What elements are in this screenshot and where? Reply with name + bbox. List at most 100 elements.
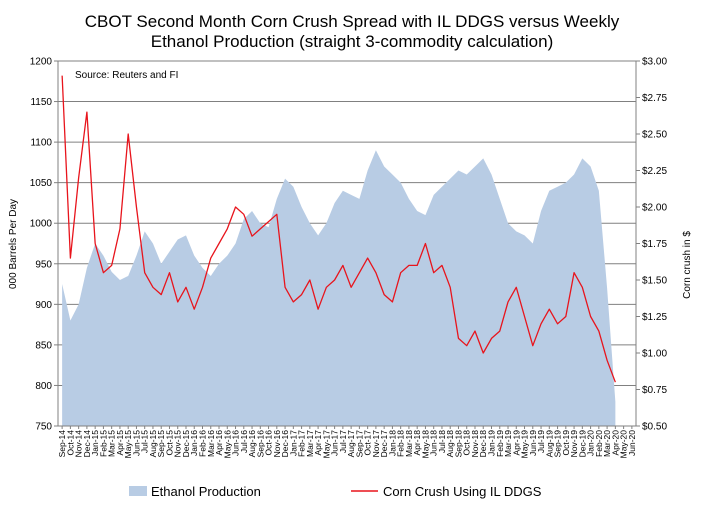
x-tick-label: Sep-18 (453, 430, 463, 458)
x-tick-label: Feb-18 (396, 430, 406, 457)
x-tick-label: Apr-19 (511, 430, 521, 456)
x-tick-label: Jun-18 (429, 430, 439, 456)
x-tick-label: Jun-15 (131, 430, 141, 456)
x-tick-label: Jul-16 (239, 430, 249, 453)
x-tick-label: Dec-14 (82, 430, 92, 458)
x-tick-label: Sep-16 (255, 430, 265, 458)
x-tick-label: Oct-19 (561, 430, 571, 456)
left-tick-label: 800 (35, 381, 52, 392)
left-tick-label: 950 (35, 259, 52, 270)
x-tick-label: Nov-16 (272, 430, 282, 458)
x-tick-label: Apr-15 (115, 430, 125, 456)
source-annotation: Source: Reuters and FI (75, 70, 178, 81)
ethanol-production-area (62, 150, 616, 426)
right-tick-label: $0.75 (642, 385, 667, 396)
x-tick-label: May-17 (321, 430, 331, 459)
x-tick-label: May-15 (123, 430, 133, 459)
x-tick-label: Dec-16 (280, 430, 290, 458)
x-tick-label: Jan-18 (387, 430, 397, 456)
x-tick-label: May-19 (520, 430, 530, 459)
x-tick-label: Jun-19 (528, 430, 538, 456)
x-tick-label: Apr-16 (214, 430, 224, 456)
x-tick-label: Oct-18 (462, 430, 472, 456)
x-tick-label: Dec-15 (181, 430, 191, 458)
left-tick-label: 1050 (30, 178, 53, 189)
x-tick-label: Dec-19 (577, 430, 587, 458)
x-tick-label: Feb-19 (495, 430, 505, 457)
left-tick-label: 1200 (30, 57, 53, 68)
x-tick-label: Feb-15 (98, 430, 108, 457)
x-tick-label: Aug-15 (148, 430, 158, 458)
x-tick-label: Jan-17 (288, 430, 298, 456)
x-tick-label: Oct-17 (363, 430, 373, 456)
left-tick-label: 1100 (30, 138, 52, 149)
x-tick-label: Sep-19 (553, 430, 563, 458)
x-tick-label: Feb-20 (594, 430, 604, 457)
right-tick-label: $1.50 (642, 276, 667, 287)
legend-label-ethanol: Ethanol Production (151, 484, 261, 499)
right-tick-label: $2.00 (642, 203, 667, 214)
right-tick-label: $1.75 (642, 239, 667, 250)
chart-title-line-2: Ethanol Production (straight 3-commodity… (151, 32, 554, 51)
x-tick-label: Sep-15 (156, 430, 166, 458)
corn-crush-line (61, 75, 616, 383)
left-tick-label: 1150 (30, 97, 52, 108)
x-tick-label: Feb-16 (198, 430, 208, 457)
x-tick-label: Jun-17 (330, 430, 340, 456)
x-tick-label: Aug-19 (544, 430, 554, 458)
x-tick-label: Nov-15 (173, 430, 183, 458)
x-tick-label: Feb-17 (297, 430, 307, 457)
x-tick-label: Dec-17 (379, 430, 389, 458)
right-tick-label: $3.00 (642, 57, 667, 68)
legend: Ethanol Production Corn Crush Using IL D… (129, 484, 542, 499)
x-axis-ticks: Sep-14Oct-14Nov-14Dec-14Jan-15Feb-15Mar-… (57, 426, 637, 458)
right-tick-label: $0.50 (642, 422, 667, 433)
x-tick-label: Mar-20 (602, 430, 612, 457)
x-tick-label: Jul-19 (536, 430, 546, 453)
x-tick-label: Jun-20 (627, 430, 637, 456)
left-tick-label: 900 (35, 300, 52, 311)
ethanol-area-layer (62, 150, 616, 426)
x-tick-label: Apr-20 (610, 430, 620, 456)
x-tick-label: Apr-17 (313, 430, 323, 456)
x-tick-label: Nov-14 (74, 430, 84, 458)
x-tick-label: Oct-15 (164, 430, 174, 456)
x-tick-label: Sep-14 (57, 430, 67, 458)
right-axis-label: Corn crush in $ (682, 231, 693, 299)
x-tick-label: Jun-16 (231, 430, 241, 456)
x-tick-label: Sep-17 (354, 430, 364, 458)
right-tick-label: $2.25 (642, 166, 667, 177)
x-tick-label: May-20 (619, 430, 629, 459)
x-tick-label: Jan-20 (586, 430, 596, 456)
x-tick-label: May-16 (222, 430, 232, 459)
x-tick-label: Apr-18 (412, 430, 422, 456)
x-tick-label: Mar-17 (305, 430, 315, 457)
right-tick-label: $1.00 (642, 349, 667, 360)
right-tick-label: $1.25 (642, 312, 667, 323)
x-tick-label: Mar-18 (404, 430, 414, 457)
x-tick-label: Nov-17 (371, 430, 381, 458)
left-axis-ticks: 1200 1150 1100 1050 1000 950 900 850 800 750 (30, 57, 58, 433)
x-tick-label: Jul-15 (140, 430, 150, 453)
x-tick-label: Jan-15 (90, 430, 100, 456)
legend-label-crush: Corn Crush Using IL DDGS (383, 484, 542, 499)
x-tick-label: Aug-16 (247, 430, 257, 458)
x-tick-label: Oct-14 (65, 430, 75, 456)
x-tick-label: Mar-16 (206, 430, 216, 457)
chart-title-line-1: CBOT Second Month Corn Crush Spread with… (85, 12, 620, 31)
x-tick-label: Jul-18 (437, 430, 447, 453)
x-tick-label: Dec-18 (478, 430, 488, 458)
legend-swatch-ethanol (129, 486, 147, 496)
x-tick-label: Mar-19 (503, 430, 513, 457)
x-tick-label: Aug-18 (445, 430, 455, 458)
x-tick-label: Oct-16 (264, 430, 274, 456)
left-axis-label: 000 Barrels Per Day (8, 199, 19, 289)
x-tick-label: Aug-17 (346, 430, 356, 458)
x-tick-label: May-18 (420, 430, 430, 459)
x-tick-label: Mar-15 (107, 430, 117, 457)
crush-line-layer (61, 75, 616, 383)
right-axis-ticks: $3.00 $2.75 $2.50 $2.25 $2.00 $1.75 $1.50 $1.25… (636, 57, 667, 433)
left-tick-label: 750 (35, 422, 52, 433)
x-tick-label: Jan-16 (189, 430, 199, 456)
right-tick-label: $2.75 (642, 93, 667, 104)
